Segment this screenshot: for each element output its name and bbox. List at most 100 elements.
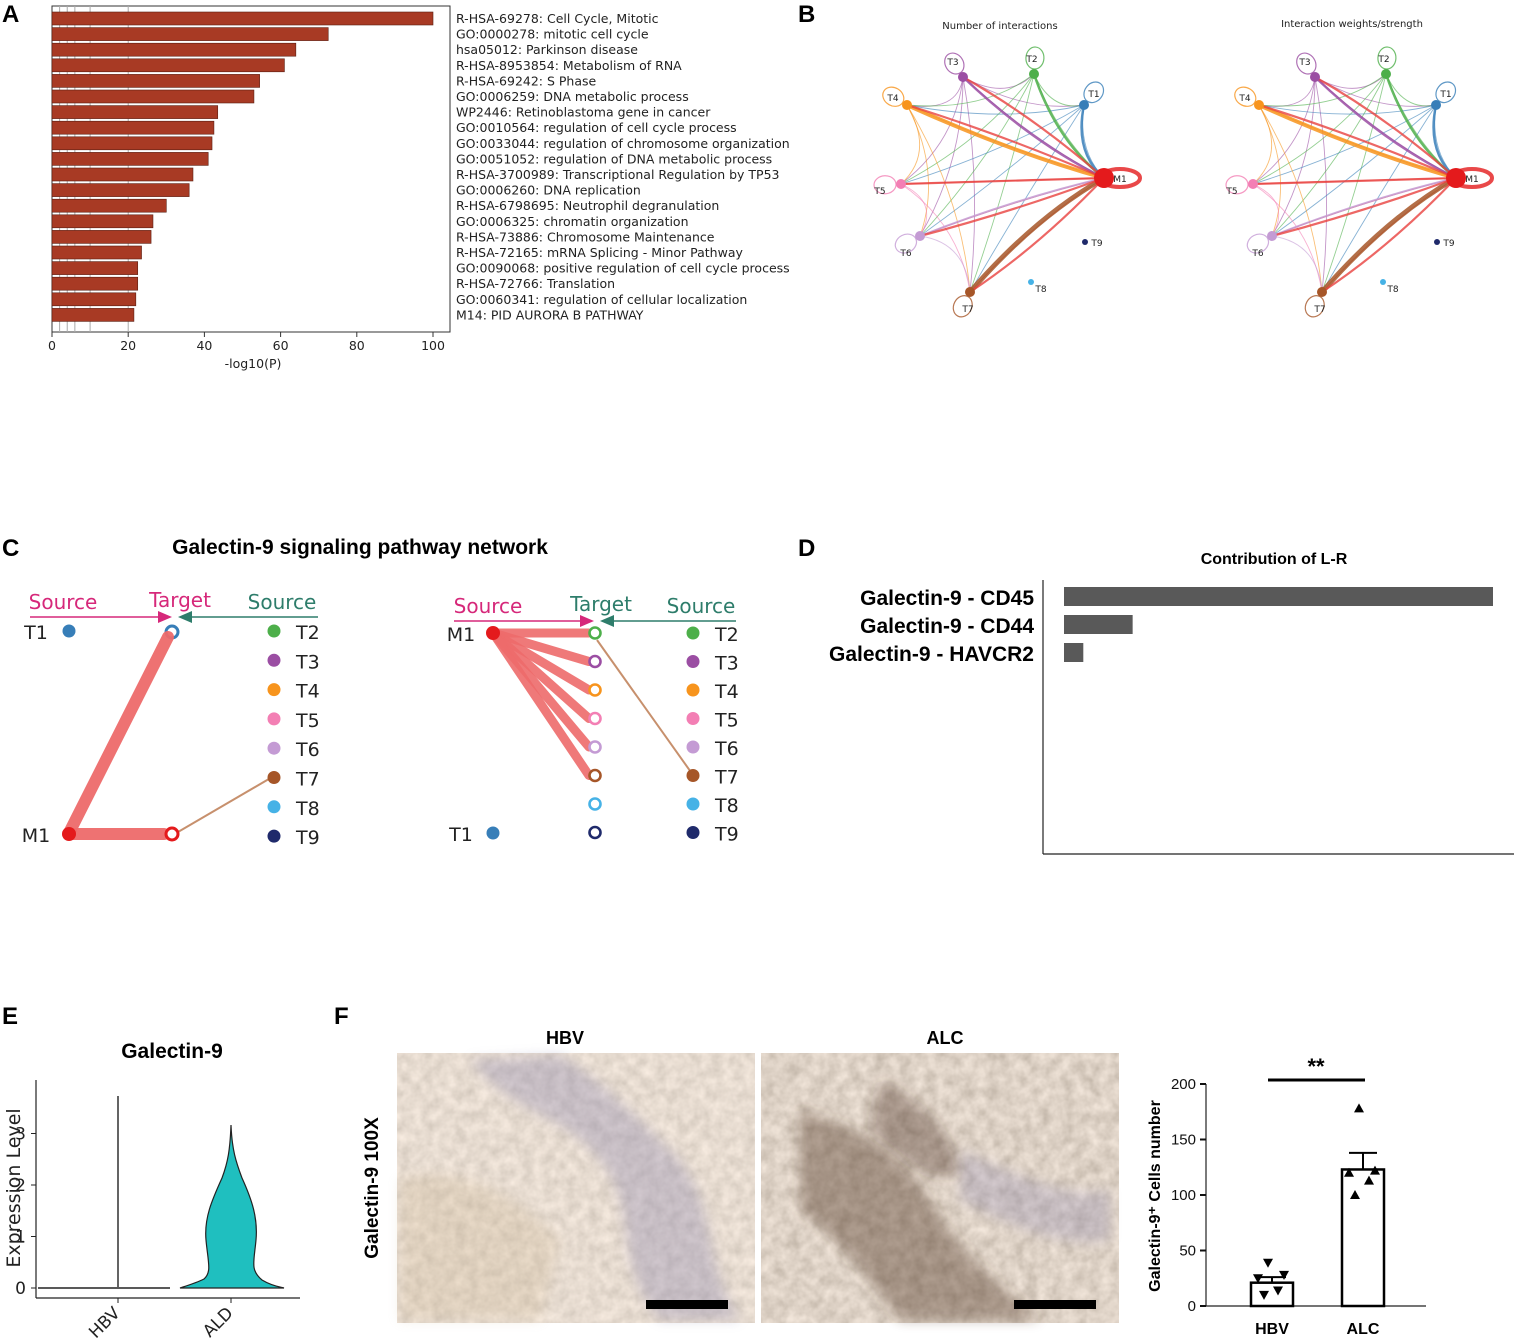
source-node-label: T3 [295,651,320,673]
category-label: R-HSA-8953854: Metabolism of RNA [456,58,682,73]
data-point [1370,1165,1380,1175]
edge-t7-m1 [177,775,275,833]
bar [51,167,194,182]
network-edge-m1 [962,76,1105,179]
hierarchy-plot-left: Source Target Source T1 M1 T2 T3 T4 T5 T6 T7 T… [22,588,320,849]
mean-bar [1340,1168,1386,1308]
violin-plot: 0 1 2 3 HBV ALD Expression Level [3,1080,300,1343]
network-edge [900,183,971,293]
network-edge [1271,104,1437,237]
category-label: GO:0051052: regulation of DNA metabolic … [456,151,772,166]
category-label: R-HSA-3700989: Transcriptional Regulatio… [456,167,780,182]
edge-t7-t2 [596,639,694,776]
source-label: Source [29,590,98,614]
y-tick-label: 100 [1171,1187,1196,1204]
network-node-label: T1 [1439,90,1451,100]
network-node [1380,279,1386,285]
violin-ald [179,1124,285,1289]
x-tick-label: ALC [1347,1321,1380,1338]
self-loop [1246,233,1270,254]
network-edge [1271,73,1387,237]
y-axis-label: Expression Level [3,1108,25,1267]
network-node-label: T5 [1225,187,1237,197]
source-label: Source [454,594,523,618]
target-arrow-magenta [580,615,594,627]
network-edge-strong [1258,103,1457,180]
source-node-label: T6 [714,738,739,760]
mean-bar [1249,1281,1295,1308]
x-tick-label: 80 [349,338,365,353]
network-node [1254,100,1264,110]
network-edge [1271,76,1316,237]
network-node-label: T6 [1251,249,1263,259]
network-edge [1258,104,1281,237]
row-label: Galectin-9 100X [362,1117,383,1259]
source-node [267,712,281,726]
hierarchy-plot-right: Source Target Source M1 T1 T2 T3 T4 T5 T6 T7 T… [447,592,739,846]
target-node [588,654,602,669]
panel-letter-d: D [798,535,815,562]
network-edge-strong [968,175,1106,294]
alc-portal-tract [960,1150,1110,1242]
self-loop [1304,295,1325,318]
source-node-m1 [62,827,76,841]
network-node [902,100,912,110]
network-node-label: T3 [1298,58,1310,68]
network-node [1434,239,1440,245]
y-tick-label: 2 [15,1176,26,1196]
panel-letter-a: A [2,1,19,28]
bar [51,58,285,73]
micrograph-hbv [397,1053,755,1323]
y-tick-label: 150 [1171,1132,1196,1149]
network-edge [919,73,1035,237]
network-edge [1252,76,1316,185]
network-title-left: Number of interactions [942,21,1057,32]
source-node-label: T7 [295,769,320,791]
x-axis-label: -log10(P) [225,356,282,371]
network-edge [1321,104,1437,293]
source-node-t1 [62,624,76,638]
scale-bar [646,1300,728,1309]
contribution-title: Contribution of L-R [1201,551,1348,568]
source-node [686,712,700,725]
network-edge [906,76,964,107]
network-edge-m1 [900,176,1105,186]
panel-letter-e: E [2,1003,18,1030]
pair-label: Galectin-9 - HAVCR2 [829,643,1034,666]
network-edge-m1 [906,103,1105,180]
network-edge-m1 [1271,176,1457,238]
bar [51,276,139,291]
scale-bar [1014,1300,1096,1309]
source-node-label: T2 [714,624,739,646]
category-label: R-HSA-72165: mRNA Splicing - Minor Pathw… [456,245,743,260]
source-node-label: T3 [714,653,739,675]
network-node [896,179,906,189]
source-node [686,683,700,697]
self-loop [882,86,905,107]
target-node-m1 [164,826,180,842]
source-node [686,769,700,782]
network-edge-strong [1320,175,1458,294]
source-node-label: T9 [714,824,739,846]
target-node [588,740,602,754]
source-node-label: T4 [295,681,320,703]
network-node [1431,100,1441,110]
hbv-portal-tract [470,1055,740,1320]
network-edge [900,104,920,185]
data-point [1259,1290,1269,1300]
bar [51,136,213,151]
network-edge [962,76,976,293]
network-node [965,287,975,297]
network-node [1317,287,1327,297]
alc-positive-stain [800,1110,1040,1320]
network-edge-m1 [969,177,1105,293]
network-edge [906,104,971,293]
source-node-t1 [486,826,500,840]
y-tick-label: 3 [15,1125,26,1145]
data-point [1253,1274,1263,1284]
contribution-bar [1064,587,1493,606]
source-node [267,800,281,814]
cells-number-bar-chart: 0 50 100 150 200 Galectin-9⁺ Cells number HB… [1147,1054,1426,1338]
target-arrow-green [178,611,192,623]
data-point [1350,1190,1360,1199]
